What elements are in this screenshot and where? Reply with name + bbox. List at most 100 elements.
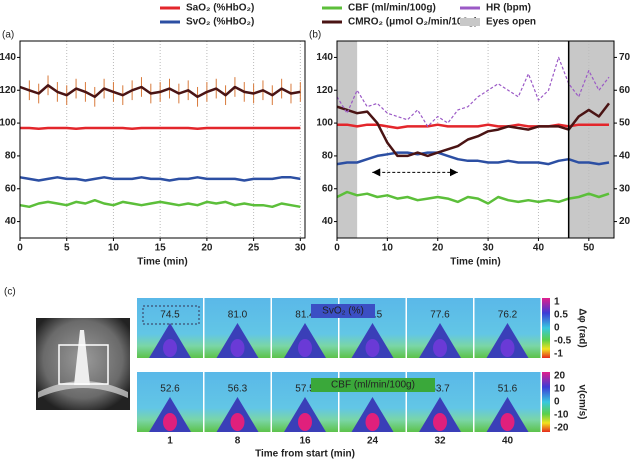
legend-swatch xyxy=(460,18,480,26)
time-label: 24 xyxy=(367,436,379,447)
y-tick-label: 40 xyxy=(322,216,334,227)
roi-outline xyxy=(142,305,200,325)
legend-label: SaO₂ (%HbO₂) xyxy=(186,3,254,14)
flow-map-hotspot xyxy=(163,339,177,357)
y-tick-label: 80 xyxy=(5,151,17,162)
colorbar-tick-label: 20 xyxy=(554,371,566,382)
x-tick-label: 5 xyxy=(64,243,70,254)
shaded-region xyxy=(337,41,358,238)
legend-label: CMRO₂ (μmol O₂/min/100g) xyxy=(348,17,477,28)
plot-frame xyxy=(336,40,615,239)
colorbar-tick-label: 1 xyxy=(554,297,560,308)
time-label: 40 xyxy=(502,436,514,447)
x-axis-title: Time from start (min) xyxy=(255,449,355,460)
anatomical-detail xyxy=(38,381,128,398)
anatomical-detail xyxy=(74,330,90,385)
series-line xyxy=(336,56,610,127)
x-tick-label: 0 xyxy=(17,243,23,254)
colorbar-label: v(cm/s) xyxy=(576,384,587,419)
y2-tick-label: 60 xyxy=(619,85,631,96)
y-tick-label: 100 xyxy=(0,118,16,129)
flow-map-hotspot xyxy=(365,339,380,357)
flow-map-hotspot xyxy=(163,413,177,431)
y-tick-label: 120 xyxy=(316,85,333,96)
series-line xyxy=(19,198,301,209)
map-value: 57.5 xyxy=(295,384,315,395)
time-label: 16 xyxy=(299,436,311,447)
colorbar-tick-label: 0 xyxy=(554,397,560,408)
y-tick-label: 60 xyxy=(322,183,334,194)
series-line xyxy=(336,102,610,158)
colorbar-tick-label: 10 xyxy=(554,384,566,395)
x-axis-title: Time (min) xyxy=(137,257,187,268)
legend-label: SvO₂ (%HbO₂) xyxy=(186,17,254,28)
map-value: 51.6 xyxy=(498,384,518,395)
y-tick-label: 80 xyxy=(322,151,334,162)
colorbar-tick-label: 0.5 xyxy=(554,310,568,321)
roi-box xyxy=(58,344,109,385)
y-tick-label: 140 xyxy=(316,52,333,63)
flow-map-hotspot xyxy=(500,413,515,431)
series-line xyxy=(20,126,301,131)
y-tick-label: 40 xyxy=(5,216,17,227)
plot-frame xyxy=(19,40,306,239)
colorbar-tick-label: -20 xyxy=(554,423,569,434)
y2-tick-label: 30 xyxy=(619,183,631,194)
flow-map-hotspot xyxy=(500,339,515,357)
flow-map-hotspot xyxy=(230,413,245,431)
time-label: 8 xyxy=(235,436,241,447)
colorbar-label: Δφ (rad) xyxy=(576,308,587,347)
map-value: 52.6 xyxy=(160,384,180,395)
series-line xyxy=(337,123,609,130)
x-tick-label: 15 xyxy=(155,243,167,254)
x-tick-label: 25 xyxy=(248,243,260,254)
x-tick-label: 20 xyxy=(201,243,213,254)
series-line xyxy=(19,84,301,99)
series-line xyxy=(336,151,610,166)
legend-label: HR (bpm) xyxy=(486,3,531,14)
map-value: 76.2 xyxy=(498,310,518,321)
legend-label: CBF (ml/min/100g) xyxy=(348,3,436,14)
x-tick-label: 30 xyxy=(483,243,495,254)
map-title: CBF (ml/min/100g) xyxy=(331,380,415,391)
x-tick-label: 10 xyxy=(382,243,394,254)
y2-tick-label: 70 xyxy=(619,52,631,63)
panel-label: (a) xyxy=(2,30,14,41)
legend-label: Eyes open xyxy=(486,17,536,28)
colorbar-tick-label: -10 xyxy=(554,410,569,421)
x-tick-label: 20 xyxy=(432,243,444,254)
time-label: 32 xyxy=(434,436,446,447)
map-value: 81.4 xyxy=(295,310,315,321)
map-value: 56.3 xyxy=(228,384,248,395)
colorbar-tick-label: -1 xyxy=(554,349,563,360)
panel-label: (c) xyxy=(4,287,16,298)
y-tick-label: 140 xyxy=(0,52,16,63)
y2-tick-label: 50 xyxy=(619,118,631,129)
y2-tick-label: 20 xyxy=(619,216,631,227)
map-value: 74.5 xyxy=(160,310,180,321)
map-title-box xyxy=(311,378,435,392)
colorbar xyxy=(542,372,550,432)
x-tick-label: 10 xyxy=(108,243,120,254)
series-line xyxy=(336,190,610,205)
x-tick-label: 40 xyxy=(533,243,545,254)
y-tick-label: 120 xyxy=(0,85,16,96)
flow-map-hotspot xyxy=(433,339,447,357)
x-axis-title: Time (min) xyxy=(450,257,500,268)
map-title: SvO₂ (%) xyxy=(322,306,364,317)
shaded-region xyxy=(568,41,614,238)
flow-map-hotspot xyxy=(433,413,447,431)
colorbar-tick-label: 0 xyxy=(554,323,560,334)
flow-map-hotspot xyxy=(298,339,312,357)
flow-map-hotspot xyxy=(365,413,380,431)
x-tick-label: 0 xyxy=(334,243,340,254)
colorbar xyxy=(542,298,550,358)
flow-map-hotspot xyxy=(230,339,245,357)
map-value: 81.0 xyxy=(228,310,248,321)
map-title-box xyxy=(311,304,375,318)
flow-map-hotspot xyxy=(298,413,312,431)
y-tick-label: 60 xyxy=(5,183,17,194)
map-value: 77.6 xyxy=(430,310,450,321)
panel-label: (b) xyxy=(309,30,321,41)
